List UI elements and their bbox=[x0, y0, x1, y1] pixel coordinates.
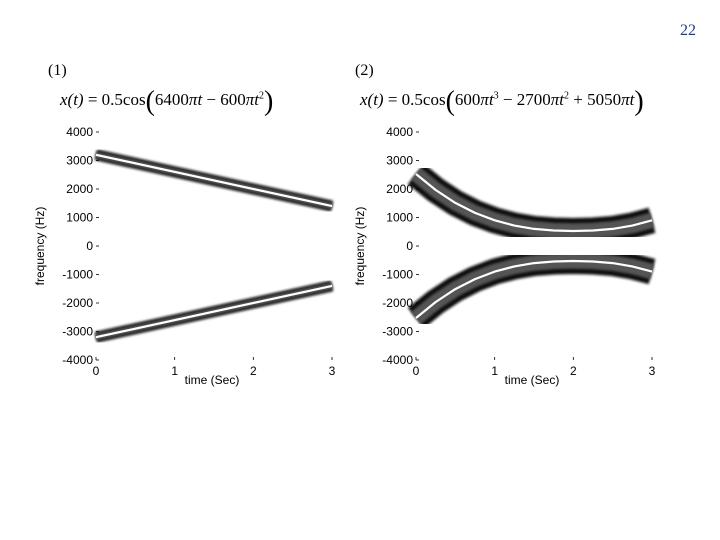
y-tick-label: -4000 bbox=[382, 353, 413, 367]
x-axis-label: time (Sec) bbox=[185, 373, 240, 387]
y-tick-label: 3000 bbox=[386, 154, 413, 168]
y-tick-label: 3000 bbox=[66, 154, 93, 168]
y-tick-label: -1000 bbox=[382, 268, 413, 282]
plot-area bbox=[416, 132, 652, 360]
y-tick-label: -2000 bbox=[382, 296, 413, 310]
panel-label-1: (1) bbox=[48, 62, 67, 79]
y-tick-label: 4000 bbox=[66, 125, 93, 139]
x-tick-label: 2 bbox=[250, 364, 257, 378]
x-tick-label: 3 bbox=[329, 364, 336, 378]
x-tick-label: 0 bbox=[93, 364, 100, 378]
y-tick-label: 2000 bbox=[66, 182, 93, 196]
panel-label-2: (2) bbox=[355, 62, 374, 79]
series-line-negative bbox=[95, 284, 333, 339]
y-tick-label: 2000 bbox=[386, 182, 413, 196]
y-tick-label: -1000 bbox=[62, 268, 93, 282]
page-number: 22 bbox=[680, 22, 696, 39]
x-tick-label: 1 bbox=[491, 364, 498, 378]
y-tick-label: -3000 bbox=[382, 325, 413, 339]
x-axis-label: time (Sec) bbox=[505, 373, 560, 387]
series-line-positive bbox=[95, 153, 333, 208]
y-tick-label: 1000 bbox=[386, 211, 413, 225]
series-line-negative bbox=[415, 259, 653, 319]
plot-area bbox=[96, 132, 332, 360]
series-line-positive bbox=[415, 173, 653, 233]
y-tick-label: -2000 bbox=[62, 296, 93, 310]
y-tick-label: 0 bbox=[86, 239, 93, 253]
x-tick-label: 2 bbox=[570, 364, 577, 378]
x-tick-label: 0 bbox=[413, 364, 420, 378]
x-tick-label: 3 bbox=[649, 364, 656, 378]
y-tick-label: 1000 bbox=[66, 211, 93, 225]
equation-1: x(t) = 0.5cos(6400πt − 600πt2) bbox=[60, 86, 274, 117]
equation-2: x(t) = 0.5cos(600πt3 − 2700πt2 + 5050πt) bbox=[360, 86, 644, 117]
y-tick-label: 0 bbox=[406, 239, 413, 253]
x-tick-label: 1 bbox=[171, 364, 178, 378]
y-tick-label: 4000 bbox=[386, 125, 413, 139]
y-axis-label: frequency (Hz) bbox=[33, 207, 47, 286]
y-tick-label: -4000 bbox=[62, 353, 93, 367]
y-axis-label: frequency (Hz) bbox=[353, 207, 367, 286]
y-tick-label: -3000 bbox=[62, 325, 93, 339]
